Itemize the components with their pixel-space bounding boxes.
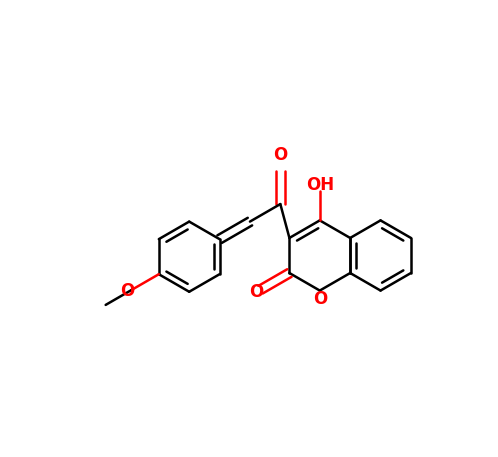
- Text: O: O: [273, 146, 287, 164]
- Text: O: O: [120, 282, 134, 300]
- Text: OH: OH: [306, 176, 334, 194]
- Text: O: O: [249, 283, 263, 301]
- Text: O: O: [313, 290, 327, 308]
